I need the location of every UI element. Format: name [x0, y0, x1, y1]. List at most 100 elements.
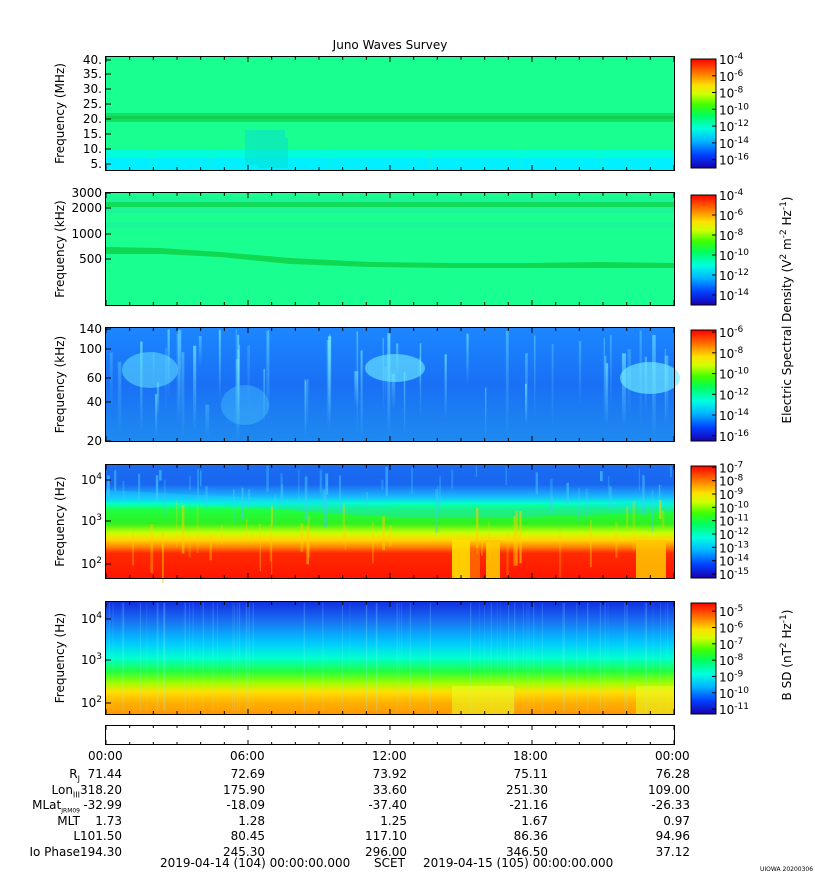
y-tick-label: 103	[81, 513, 102, 528]
y-tick-label: 30.	[83, 82, 102, 96]
ephemeris-value: 346.50	[506, 844, 548, 859]
colorbar-tick-label: 10-5	[719, 604, 743, 619]
ephemeris-value: 71.44	[87, 767, 122, 781]
y-axis-label: Frequency (Hz)	[53, 613, 67, 704]
y-tick-label: 60	[87, 371, 102, 385]
ephemeris-value: 0.97	[663, 813, 690, 828]
colorbar-tick-label: 10-8	[719, 346, 744, 361]
x-tick-label: 06:00	[230, 749, 265, 763]
y-tick-label: 20.	[83, 112, 102, 126]
colorbar-tick-label: 10-10	[719, 248, 749, 263]
ephemeris-row-label: RJ	[69, 767, 80, 784]
ephemeris-value: 175.90	[223, 782, 265, 797]
y-axis-label: Frequency (Hz)	[53, 476, 67, 567]
colorbar-tick-label: 10-10	[719, 686, 749, 701]
y-tick-label: 104	[81, 472, 102, 487]
colorbar-tick-label: 10-10	[719, 102, 749, 117]
y-tick-label: 103	[81, 652, 102, 667]
ephemeris-value: 194.30	[80, 844, 122, 859]
panel-1-spectrogram	[106, 57, 674, 170]
y-tick-label: 500	[79, 252, 102, 266]
ephemeris-value: -26.33	[651, 798, 690, 812]
x-tick-label: 12:00	[372, 749, 407, 763]
ephemeris-value: 101.50	[80, 829, 122, 843]
ephemeris-row-label: LonIII	[51, 782, 81, 799]
colorbar-1	[690, 58, 717, 169]
colorbar-tick-label: 10-4	[719, 52, 744, 67]
y-tick-label: 3000	[71, 186, 102, 200]
chart-title: Juno Waves Survey	[332, 38, 448, 52]
ephemeris-value: 73.92	[372, 767, 407, 781]
colorbar-tick-label: 10-16	[719, 429, 749, 444]
y-axis-label: Frequency (kHz)	[53, 200, 67, 297]
colorbar-label-magnetic: B SD (nT2 Hz-1)	[779, 610, 794, 701]
ephemeris-value: 1.28	[238, 813, 265, 828]
colorbar-tick-label: 10-14	[719, 136, 749, 151]
ephemeris-value: 296.00	[365, 844, 407, 859]
ephemeris-value: -37.40	[368, 798, 407, 812]
time-range-end: 2019-04-15 (105) 00:00:00.000	[423, 856, 614, 870]
ephemeris-value: 1.73	[95, 813, 122, 828]
ephemeris-value: 33.60	[372, 782, 407, 797]
colorbar-tick-label: 10-15	[719, 567, 749, 582]
ephemeris-value: 76.28	[655, 767, 690, 781]
colorbar-tick-label: 10-6	[719, 620, 744, 635]
colorbar-tick-label: 10-10	[719, 367, 749, 382]
colorbar-tick-label: 10-11	[719, 702, 749, 717]
colorbar-tick-label: 10-12	[719, 268, 749, 283]
ephemeris-value: 318.20	[80, 782, 122, 797]
y-tick-label: 20	[87, 434, 102, 448]
panel-2-spectrogram	[106, 193, 674, 305]
time-range-label: SCET	[374, 856, 405, 870]
y-tick-label: 35.	[83, 67, 102, 81]
ephemeris-value: 245.30	[223, 844, 265, 859]
ephemeris-row-label: L	[73, 829, 80, 843]
time-range-start: 2019-04-14 (104) 00:00:00.000	[160, 856, 351, 870]
panel-4-spectrogram	[106, 465, 674, 584]
generation-stamp: UIOWA 20200306	[760, 866, 814, 873]
colorbar-tick-label: 10-8	[719, 228, 744, 243]
y-tick-label: 140	[79, 322, 102, 336]
y-tick-label: 102	[81, 695, 102, 710]
ephemeris-value: 1.67	[521, 813, 548, 828]
colorbar-tick-label: 10-14	[719, 408, 749, 423]
ephemeris-row-label: MLT	[57, 813, 80, 828]
ephemeris-value: 80.45	[230, 829, 265, 843]
ephemeris-value: -18.09	[226, 798, 265, 812]
ephemeris-value: 86.36	[513, 829, 548, 843]
ephemeris-value: 1.25	[380, 813, 407, 828]
colorbar-tick-label: 10-9	[719, 669, 744, 684]
ephemeris-value: 72.69	[230, 767, 265, 781]
ephemeris-value: -32.99	[83, 798, 122, 812]
ephemeris-value: 37.12	[655, 844, 690, 859]
colorbar-tick-label: 10-12	[719, 119, 749, 134]
x-tick-label: 18:00	[513, 749, 548, 763]
colorbar-tick-label: 10-8	[719, 86, 744, 101]
y-tick-label: 1000	[71, 227, 102, 241]
colorbar-tick-label: 10-14	[719, 288, 749, 303]
y-tick-label: 5.	[91, 157, 102, 171]
ephemeris-value: 94.96	[655, 829, 690, 843]
y-tick-label: 10.	[83, 142, 102, 156]
y-tick-label: 2000	[71, 201, 102, 215]
colorbar-tick-label: 10-16	[719, 153, 749, 168]
colorbar-5	[690, 602, 717, 715]
colorbar-3	[690, 329, 717, 442]
ephemeris-row-label: Io Phase	[29, 844, 80, 859]
y-tick-label: 15.	[83, 127, 102, 141]
y-tick-label: 25.	[83, 97, 102, 111]
colorbar-4	[690, 465, 717, 579]
colorbar-tick-label: 10-4	[719, 188, 744, 203]
x-tick-label: 00:00	[655, 749, 690, 763]
y-axes: Frequency (MHz) 40.35.30.25.20.15.10.5. Fr…	[53, 53, 111, 710]
ephemeris-row-label: MLatJRM09	[32, 798, 80, 815]
y-tick-label: 40	[87, 395, 102, 409]
colorbar-tick-label: 10-6	[719, 325, 744, 340]
y-tick-label: 40.	[83, 53, 102, 67]
colorbar-label-electric: Electric Spectral Density (V2 m-2 Hz-1)	[779, 196, 794, 423]
ephemeris-value: 75.11	[513, 767, 548, 781]
colorbars: 10-410-610-810-1010-1210-1410-1610-410-6…	[690, 52, 749, 717]
y-tick-label: 104	[81, 611, 102, 626]
colorbar-tick-label: 10-8	[719, 653, 744, 668]
